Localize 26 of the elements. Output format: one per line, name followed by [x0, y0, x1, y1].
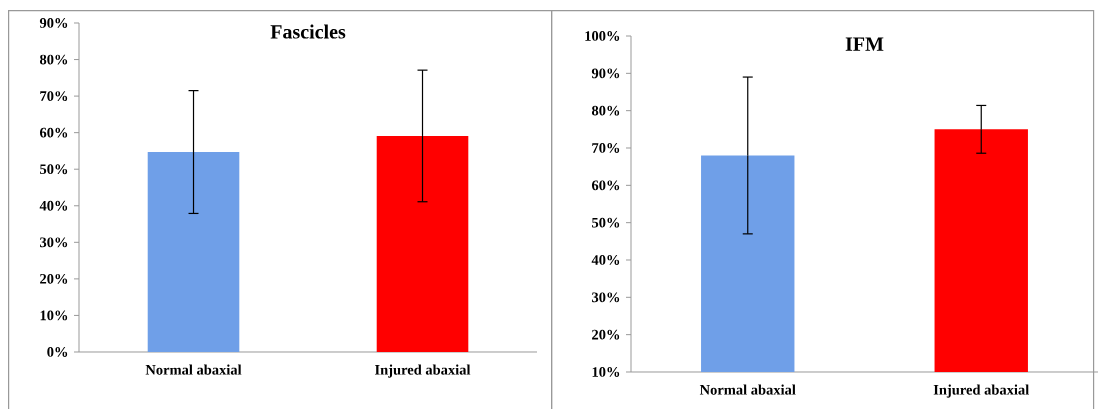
x-tick-label: Normal abaxial — [699, 384, 796, 395]
y-tick-label: 60% — [39, 127, 68, 138]
y-tick-label: 90% — [39, 18, 68, 28]
y-tick-label: 40% — [591, 255, 620, 265]
x-tick-label: Injured abaxial — [933, 384, 1029, 398]
y-tick-label: 80% — [591, 105, 620, 116]
y-tick-label: 10% — [592, 367, 620, 377]
y-tick-label: 90% — [591, 68, 620, 79]
y-tick-label: 50% — [592, 217, 620, 228]
y-tick-label: 0% — [47, 347, 68, 357]
chart-title: IFM — [845, 37, 884, 51]
y-tick-label: 40% — [39, 200, 68, 211]
y-tick-label: 70% — [592, 143, 620, 153]
y-tick-label: 70% — [40, 91, 68, 102]
y-tick-label: 80% — [39, 54, 68, 65]
chart-title: Fascicles — [270, 24, 346, 39]
y-tick-label: 50% — [40, 164, 68, 175]
x-tick-label: Injured abaxial — [374, 364, 471, 378]
x-tick-label: Normal abaxial — [145, 364, 242, 375]
y-tick-label: 30% — [40, 237, 68, 248]
y-tick-label: 20% — [40, 273, 68, 284]
y-tick-label: 30% — [592, 292, 620, 303]
y-tick-label: 100% — [585, 31, 620, 41]
y-tick-label: 60% — [591, 180, 620, 191]
y-tick-label: 10% — [40, 310, 68, 321]
y-tick-label: 20% — [592, 329, 620, 340]
